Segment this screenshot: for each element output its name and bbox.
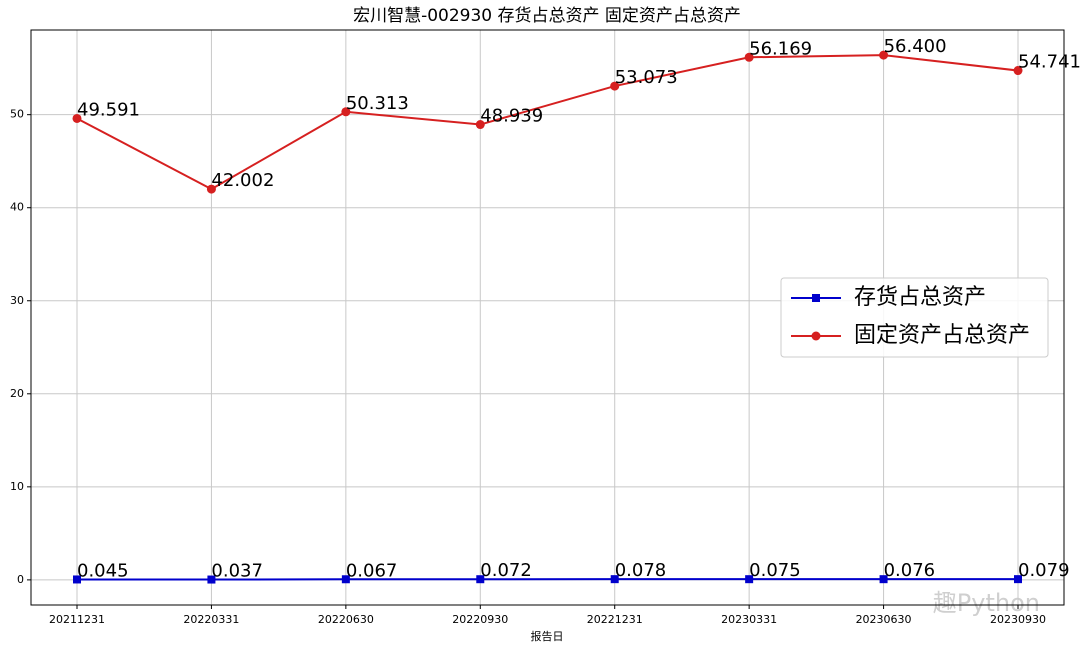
marker xyxy=(475,120,485,130)
x-tick-label: 20220331 xyxy=(183,613,239,626)
marker xyxy=(206,184,216,194)
y-tick-label: 10 xyxy=(10,480,24,493)
data-label: 48.939 xyxy=(480,106,543,127)
x-axis-label: 报告日 xyxy=(531,629,564,643)
marker xyxy=(812,294,820,302)
x-tick-label: 20230331 xyxy=(721,613,777,626)
marker xyxy=(341,107,351,117)
data-label: 42.002 xyxy=(211,170,274,191)
line xyxy=(76,54,1019,191)
y-tick-label: 20 xyxy=(10,387,24,400)
marker xyxy=(879,50,889,60)
legend-box xyxy=(780,277,1049,358)
x-tick-label: 20211231 xyxy=(49,613,105,626)
marker xyxy=(341,575,350,584)
y-tick-label: 0 xyxy=(17,573,24,586)
marker xyxy=(879,575,888,584)
marker xyxy=(745,575,754,584)
data-label: 0.075 xyxy=(749,560,801,581)
data-label: 49.591 xyxy=(77,99,140,120)
marker xyxy=(744,52,754,62)
data-label: 56.169 xyxy=(749,38,812,59)
marker xyxy=(811,331,821,341)
x-tick-label: 20220930 xyxy=(452,613,508,626)
marker xyxy=(73,575,81,584)
data-label: 56.400 xyxy=(884,36,947,57)
x-tick-label: 20220630 xyxy=(318,613,374,626)
data-label: 54.741 xyxy=(1018,52,1080,73)
plot-frame xyxy=(30,29,1065,606)
marker xyxy=(72,113,82,123)
y-tick-label: 40 xyxy=(10,201,24,214)
data-label: 50.313 xyxy=(346,93,409,114)
x-tick-label: 20230630 xyxy=(856,613,912,626)
chart-title: 宏川智慧-002930 存货占总资产 固定资产占总资产 xyxy=(353,6,741,26)
marker xyxy=(1014,575,1022,584)
marker xyxy=(610,81,620,91)
x-tick-label: 20230930 xyxy=(990,613,1046,626)
data-label: 0.076 xyxy=(884,560,936,581)
watermark: 趣Python xyxy=(933,589,1040,617)
marker xyxy=(1013,66,1023,76)
data-label: 0.072 xyxy=(480,560,532,581)
marker xyxy=(610,575,619,584)
data-label: 0.079 xyxy=(1018,560,1070,581)
data-label: 53.073 xyxy=(615,67,678,88)
legend-label: 存货占总资产 xyxy=(854,285,986,310)
data-label: 0.037 xyxy=(211,561,263,582)
marker xyxy=(476,575,485,584)
x-tick-label: 20221231 xyxy=(587,613,643,626)
marker xyxy=(207,575,216,584)
data-label: 0.078 xyxy=(615,560,667,581)
y-tick-label: 50 xyxy=(10,108,24,121)
legend-label: 固定资产占总资产 xyxy=(854,323,1030,348)
data-label: 0.045 xyxy=(77,560,129,581)
data-label: 0.067 xyxy=(346,560,398,581)
y-tick-label: 30 xyxy=(10,294,24,307)
